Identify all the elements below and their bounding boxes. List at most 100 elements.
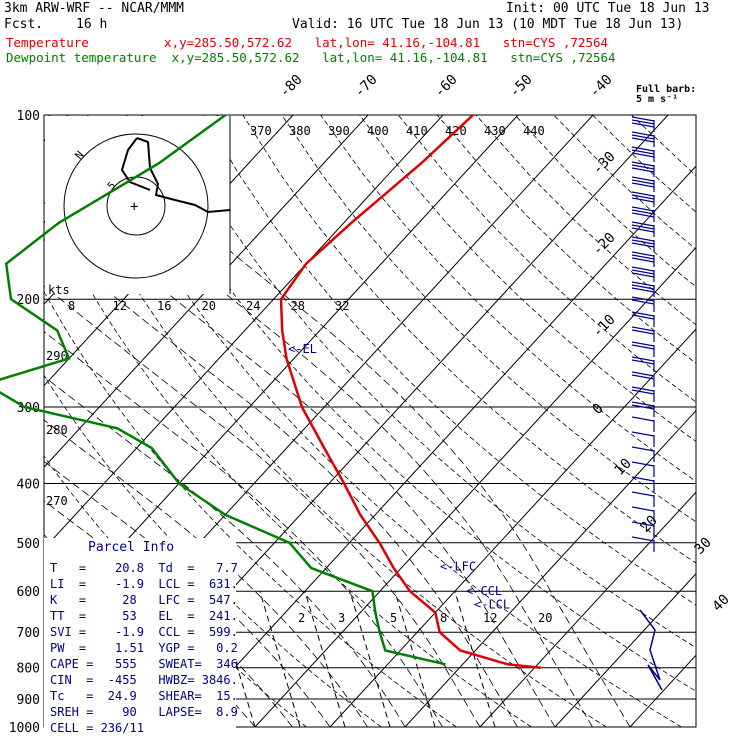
parcel-level-annotations: <-EL <-LFC <-CCL<-LCL [288, 342, 510, 612]
mixing-ratio-line [394, 591, 436, 727]
dry-adiabat-line [242, 115, 696, 564]
parcel-row: SVI = -1.9 CCL = 599. [50, 625, 238, 639]
wind-barb-flag [631, 461, 655, 467]
wind-barb-flag [631, 476, 655, 482]
sounding-traces [0, 113, 541, 669]
dry-adiabat-line [514, 115, 696, 288]
hodograph-trace [120, 137, 231, 214]
temperature-tick-label: -60 [432, 72, 461, 101]
dry-adiabat-line [164, 115, 696, 649]
hodograph-ring-label: 5 [106, 180, 118, 192]
pressure-label: 1000 [9, 721, 40, 736]
dry-adiabat-line [44, 200, 532, 727]
wind-barb-flag [631, 374, 655, 380]
wind-barb-flag [631, 536, 655, 542]
wind-barb-flag [631, 389, 655, 395]
parcel-row: TT = 53 EL = 241. [50, 609, 238, 623]
temperature-tick-label: 30 [692, 535, 715, 558]
wind-barb-flag [631, 227, 655, 233]
hodograph-tick-label: 12 [113, 299, 127, 313]
wind-barb-flag [631, 491, 655, 497]
wind-barb-flag [631, 281, 655, 287]
dry-adiabat-line [281, 115, 696, 523]
wind-barb-flag [631, 164, 655, 170]
parcel-level-label: <-LFC [440, 560, 476, 574]
parcel-row: Tc = 24.9 SHEAR= 15. [50, 689, 238, 703]
wind-barb-flag [631, 341, 655, 347]
wind-barb-flag [631, 167, 655, 173]
wind-barb-flag [631, 194, 655, 200]
model-title: 3km ARW-WRF -- NCAR/MMM [4, 1, 185, 16]
temperature-tick-label: -80 [277, 72, 306, 101]
wind-barb-flag [631, 371, 655, 377]
wind-barb-flag [631, 137, 655, 143]
isotherm-line [44, 115, 444, 550]
wind-barb-flag [631, 209, 655, 215]
moist-adiabat-line [44, 238, 518, 727]
dewpoint-trace [0, 113, 446, 666]
theta-left-label: 270 [46, 494, 68, 508]
wind-barb-flag [631, 182, 655, 188]
parcel-level-label: <-LCL [474, 598, 510, 612]
parcel-row: K = 28 LFC = 547. [50, 593, 238, 607]
mixing-ratio-label: 20 [538, 611, 552, 625]
theta-label: 440 [523, 124, 545, 138]
wind-barb-flag [631, 176, 655, 182]
mixing-ratio-grid [214, 591, 496, 727]
wind-barb-cluster [639, 609, 663, 691]
parcel-row: T = 20.8 Td = 7.7 [50, 561, 238, 575]
pressure-label: 700 [17, 626, 40, 641]
hodograph-unit-label: kts [48, 283, 70, 297]
valid-time: Valid: 16 UTC Tue 18 Jun 13 (10 MDT Tue … [292, 17, 684, 32]
mixing-ratio-line [349, 591, 391, 727]
mixing-ratio-label: 5 [390, 611, 397, 625]
moist-adiabat-line [195, 222, 631, 727]
hodograph-tick-label: 24 [246, 299, 260, 313]
wind-barb-flag [631, 152, 655, 158]
hodograph-tick-label: 32 [335, 299, 349, 313]
parcel-row: PW = 1.51 YGP = 0.2 [50, 641, 238, 655]
forecast-label: Fcst. [4, 17, 44, 32]
wind-barb-flag [631, 404, 655, 410]
dry-adiabat-line [48, 115, 607, 727]
parcel-row: CIN = -455 HWBZ= 3846. [50, 673, 238, 687]
theta-label: 400 [367, 124, 389, 138]
wind-barb-flag [631, 179, 655, 185]
wind-barb-flag [631, 191, 655, 197]
mixing-ratio-label: 12 [483, 611, 497, 625]
wind-barb-flag [631, 416, 655, 422]
wind-barb-flag [631, 287, 655, 293]
wind-barb-flag [631, 431, 655, 437]
wind-barb-flag [631, 149, 655, 155]
isotherm-line [179, 165, 696, 727]
isotherm-line [254, 246, 696, 727]
wind-barb-flag [631, 146, 655, 152]
wind-barb-flag [631, 326, 655, 332]
hodograph-tick-label: 20 [202, 299, 216, 313]
wind-barb-flag [631, 521, 655, 527]
pressure-label: 600 [17, 585, 40, 600]
wind-barb-flag [631, 122, 655, 128]
mixing-ratio-label: 8 [440, 611, 447, 625]
temperature-tick-label: 40 [710, 592, 733, 615]
wind-barb-flag [631, 197, 655, 203]
pressure-label: 400 [17, 477, 40, 492]
isotherm-line [329, 328, 696, 727]
moist-adiabat-line [44, 331, 443, 727]
temperature-tick-label: 10 [612, 456, 635, 479]
hodograph: +N5 [45, 116, 231, 294]
wind-barb-flag [631, 116, 655, 122]
wind-barb-flag [631, 356, 655, 362]
theta-label: 410 [406, 124, 428, 138]
wind-barb-flag [631, 224, 655, 230]
temperature-tick-label: 0 [590, 401, 607, 418]
pressure-label: 100 [17, 109, 40, 124]
theta-label: 370 [250, 124, 272, 138]
theta-label: 390 [328, 124, 350, 138]
dewpoint-legend: Dewpoint temperature x,y=285.50,572.62 l… [6, 50, 616, 65]
wind-barb-flag [631, 206, 655, 212]
hodograph-tick-label: 16 [157, 299, 171, 313]
dry-adiabat-line [44, 290, 457, 727]
isotherm-line [404, 409, 696, 727]
moist-adiabat-line [138, 222, 593, 727]
